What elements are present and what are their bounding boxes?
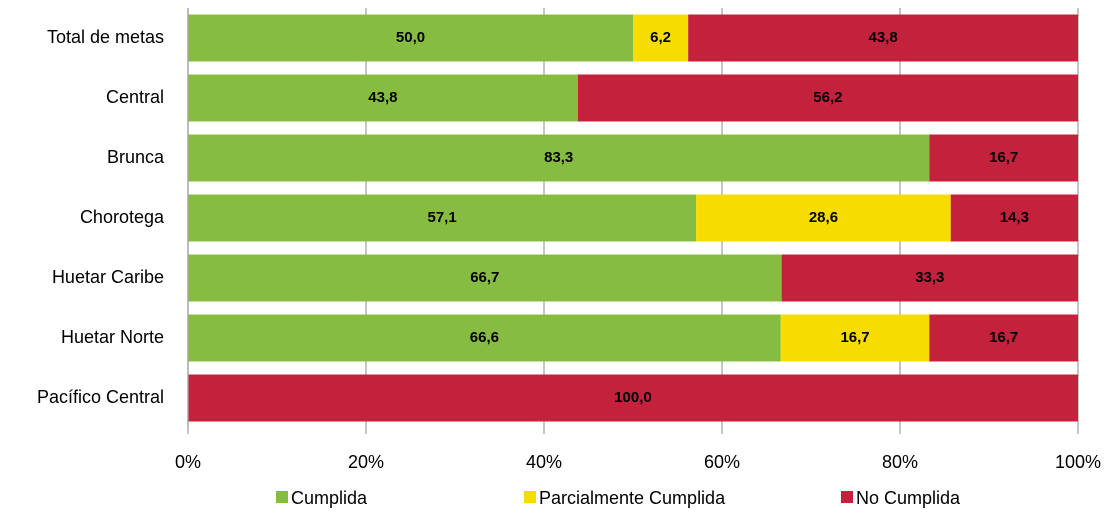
y-tick-label: Total de metas (47, 27, 164, 47)
bar-segment (188, 74, 578, 122)
bar-segment (188, 134, 930, 182)
x-tick-label: 60% (704, 452, 740, 472)
y-tick-label: Brunca (107, 147, 165, 167)
bar-segment (188, 374, 1078, 422)
legend-swatch (841, 491, 853, 503)
value-label: 66,7 (470, 269, 499, 286)
value-label: 43,8 (368, 89, 397, 106)
value-label: 50,0 (396, 29, 425, 46)
bar-segment (188, 194, 697, 242)
y-tick-label: Pacífico Central (37, 387, 164, 407)
value-label: 16,7 (989, 329, 1018, 346)
bar-segment (929, 134, 1078, 182)
legend-label: Cumplida (291, 488, 368, 508)
value-label: 66,6 (470, 329, 499, 346)
x-tick-label: 40% (526, 452, 562, 472)
bar-segment (780, 314, 930, 362)
value-label: 14,3 (1000, 209, 1029, 226)
bar-segment (188, 14, 633, 62)
bar-segment (188, 254, 782, 302)
bar-segment (696, 194, 951, 242)
legend-label: No Cumplida (856, 488, 961, 508)
x-tick-label: 80% (882, 452, 918, 472)
bar-segment (188, 314, 781, 362)
x-tick-label: 20% (348, 452, 384, 472)
value-label: 33,3 (915, 269, 944, 286)
value-label: 16,7 (989, 149, 1018, 166)
bar-segment (950, 194, 1078, 242)
legend-label: Parcialmente Cumplida (539, 488, 726, 508)
value-label: 56,2 (813, 89, 842, 106)
bar-segment (929, 314, 1078, 362)
y-tick-label: Central (106, 87, 164, 107)
legend-swatch (524, 491, 536, 503)
value-label: 100,0 (614, 389, 652, 406)
value-label: 16,7 (840, 329, 869, 346)
bar-segment (781, 254, 1078, 302)
value-label: 43,8 (868, 29, 897, 46)
bar-segment (577, 74, 1078, 122)
legend-swatch (276, 491, 288, 503)
y-tick-label: Chorotega (80, 207, 165, 227)
x-tick-label: 100% (1055, 452, 1101, 472)
y-tick-label: Huetar Caribe (52, 267, 164, 287)
bar-segment (688, 14, 1078, 62)
bar-segment (633, 14, 689, 62)
y-tick-label: Huetar Norte (61, 327, 164, 347)
value-label: 28,6 (809, 209, 838, 226)
value-label: 83,3 (544, 149, 573, 166)
value-label: 6,2 (650, 29, 671, 46)
value-label: 57,1 (427, 209, 456, 226)
x-tick-label: 0% (175, 452, 201, 472)
